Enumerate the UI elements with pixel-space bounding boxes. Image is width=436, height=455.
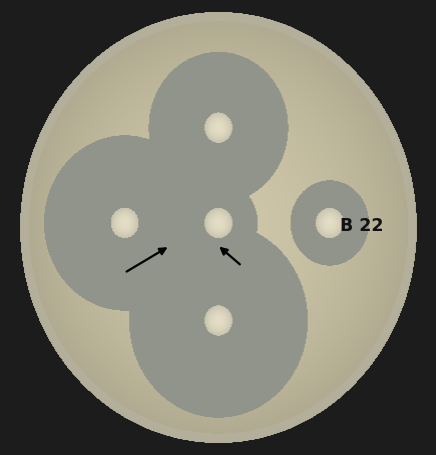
Text: B 22: B 22	[340, 217, 384, 235]
